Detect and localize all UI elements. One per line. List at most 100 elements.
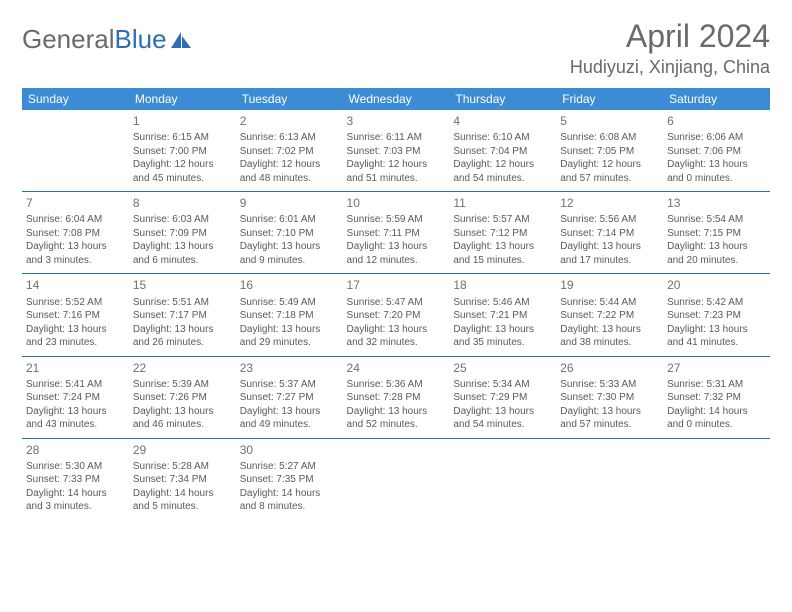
sunset-text: Sunset: 7:21 PM xyxy=(453,309,552,323)
sunset-text: Sunset: 7:26 PM xyxy=(133,391,232,405)
sunset-text: Sunset: 7:03 PM xyxy=(347,145,446,159)
sunrise-text: Sunrise: 5:37 AM xyxy=(240,378,339,392)
empty-cell xyxy=(22,110,129,192)
day-header: Sunday xyxy=(22,88,129,110)
day-cell: 15Sunrise: 5:51 AMSunset: 7:17 PMDayligh… xyxy=(129,274,236,356)
day-number: 1 xyxy=(133,113,232,129)
daylight-text: Daylight: 12 hours and 48 minutes. xyxy=(240,158,339,185)
day-header-row: SundayMondayTuesdayWednesdayThursdayFrid… xyxy=(22,88,770,110)
daylight-text: Daylight: 13 hours and 49 minutes. xyxy=(240,405,339,432)
calendar-row: 28Sunrise: 5:30 AMSunset: 7:33 PMDayligh… xyxy=(22,438,770,520)
daylight-text: Daylight: 13 hours and 32 minutes. xyxy=(347,323,446,350)
day-number: 28 xyxy=(26,442,125,458)
day-cell: 24Sunrise: 5:36 AMSunset: 7:28 PMDayligh… xyxy=(343,356,450,438)
day-cell: 4Sunrise: 6:10 AMSunset: 7:04 PMDaylight… xyxy=(449,110,556,192)
empty-cell xyxy=(343,438,450,520)
day-number: 25 xyxy=(453,360,552,376)
day-cell: 25 Sunrise: 5:34 AMSunset: 7:29 PMDayligh… xyxy=(449,356,556,438)
sunset-text: Sunset: 7:02 PM xyxy=(240,145,339,159)
daylight-text: Daylight: 13 hours and 3 minutes. xyxy=(26,240,125,267)
daylight-text: Daylight: 13 hours and 46 minutes. xyxy=(133,405,232,432)
sunrise-text: Sunrise: 6:11 AM xyxy=(347,131,446,145)
sunrise-text: Sunrise: 5:51 AM xyxy=(133,296,232,310)
logo-text-blue: Blue xyxy=(115,24,167,55)
day-cell: 23Sunrise: 5:37 AMSunset: 7:27 PMDayligh… xyxy=(236,356,343,438)
daylight-text: Daylight: 13 hours and 35 minutes. xyxy=(453,323,552,350)
sunrise-text: Sunrise: 5:46 AM xyxy=(453,296,552,310)
sunset-text: Sunset: 7:29 PM xyxy=(453,391,552,405)
sunset-text: Sunset: 7:24 PM xyxy=(26,391,125,405)
day-number: 5 xyxy=(560,113,659,129)
day-cell: 22Sunrise: 5:39 AMSunset: 7:26 PMDayligh… xyxy=(129,356,236,438)
sunset-text: Sunset: 7:09 PM xyxy=(133,227,232,241)
sunrise-text: Sunrise: 5:36 AM xyxy=(347,378,446,392)
daylight-text: Daylight: 13 hours and 23 minutes. xyxy=(26,323,125,350)
day-number: 20 xyxy=(667,277,766,293)
day-cell: 9Sunrise: 6:01 AMSunset: 7:10 PMDaylight… xyxy=(236,192,343,274)
daylight-text: Daylight: 14 hours and 8 minutes. xyxy=(240,487,339,514)
daylight-text: Daylight: 13 hours and 57 minutes. xyxy=(560,405,659,432)
day-cell: 3Sunrise: 6:11 AMSunset: 7:03 PMDaylight… xyxy=(343,110,450,192)
day-header: Monday xyxy=(129,88,236,110)
sunrise-text: Sunrise: 5:56 AM xyxy=(560,213,659,227)
day-cell: 13Sunrise: 5:54 AMSunset: 7:15 PMDayligh… xyxy=(663,192,770,274)
sunset-text: Sunset: 7:00 PM xyxy=(133,145,232,159)
day-cell: 21Sunrise: 5:41 AMSunset: 7:24 PMDayligh… xyxy=(22,356,129,438)
sunrise-text: Sunrise: 5:30 AM xyxy=(26,460,125,474)
day-number: 17 xyxy=(347,277,446,293)
day-cell: 8Sunrise: 6:03 AMSunset: 7:09 PMDaylight… xyxy=(129,192,236,274)
sunset-text: Sunset: 7:27 PM xyxy=(240,391,339,405)
day-cell: 27 Sunrise: 5:31 AMSunset: 7:32 PMDayligh… xyxy=(663,356,770,438)
daylight-text: Daylight: 14 hours and 0 minutes. xyxy=(667,405,766,432)
sunrise-text: Sunrise: 5:42 AM xyxy=(667,296,766,310)
sunrise-text: Sunrise: 5:34 AM xyxy=(453,378,552,392)
empty-cell xyxy=(449,438,556,520)
day-number: 13 xyxy=(667,195,766,211)
sunrise-text: Sunrise: 5:41 AM xyxy=(26,378,125,392)
day-cell: 29Sunrise: 5:28 AMSunset: 7:34 PMDayligh… xyxy=(129,438,236,520)
calendar-table: SundayMondayTuesdayWednesdayThursdayFrid… xyxy=(22,88,770,520)
sunset-text: Sunset: 7:33 PM xyxy=(26,473,125,487)
day-number: 9 xyxy=(240,195,339,211)
logo-text-gray: General xyxy=(22,24,115,55)
calendar-row: 21Sunrise: 5:41 AMSunset: 7:24 PMDayligh… xyxy=(22,356,770,438)
header: GeneralBlue April 2024 Hudiyuzi, Xinjian… xyxy=(22,18,770,78)
empty-cell xyxy=(556,438,663,520)
day-header: Saturday xyxy=(663,88,770,110)
daylight-text: Daylight: 13 hours and 0 minutes. xyxy=(667,158,766,185)
day-number: 27 xyxy=(667,360,766,376)
daylight-text: Daylight: 13 hours and 26 minutes. xyxy=(133,323,232,350)
title-block: April 2024 Hudiyuzi, Xinjiang, China xyxy=(570,18,770,78)
sunset-text: Sunset: 7:10 PM xyxy=(240,227,339,241)
day-number: 26 xyxy=(560,360,659,376)
sunrise-text: Sunrise: 6:13 AM xyxy=(240,131,339,145)
sunrise-text: Sunrise: 5:28 AM xyxy=(133,460,232,474)
sunrise-text: Sunrise: 6:08 AM xyxy=(560,131,659,145)
day-cell: 19Sunrise: 5:44 AMSunset: 7:22 PMDayligh… xyxy=(556,274,663,356)
daylight-text: Daylight: 13 hours and 52 minutes. xyxy=(347,405,446,432)
day-number: 15 xyxy=(133,277,232,293)
calendar-row: 14Sunrise: 5:52 AMSunset: 7:16 PMDayligh… xyxy=(22,274,770,356)
day-cell: 7Sunrise: 6:04 AMSunset: 7:08 PMDaylight… xyxy=(22,192,129,274)
sunset-text: Sunset: 7:34 PM xyxy=(133,473,232,487)
sunrise-text: Sunrise: 5:31 AM xyxy=(667,378,766,392)
calendar-row: 7Sunrise: 6:04 AMSunset: 7:08 PMDaylight… xyxy=(22,192,770,274)
calendar-row: 1Sunrise: 6:15 AMSunset: 7:00 PMDaylight… xyxy=(22,110,770,192)
sunset-text: Sunset: 7:32 PM xyxy=(667,391,766,405)
sunrise-text: Sunrise: 5:27 AM xyxy=(240,460,339,474)
sunset-text: Sunset: 7:16 PM xyxy=(26,309,125,323)
day-cell: 26Sunrise: 5:33 AMSunset: 7:30 PMDayligh… xyxy=(556,356,663,438)
sunrise-text: Sunrise: 5:44 AM xyxy=(560,296,659,310)
day-cell: 30Sunrise: 5:27 AMSunset: 7:35 PMDayligh… xyxy=(236,438,343,520)
daylight-text: Daylight: 14 hours and 3 minutes. xyxy=(26,487,125,514)
daylight-text: Daylight: 12 hours and 45 minutes. xyxy=(133,158,232,185)
sunset-text: Sunset: 7:18 PM xyxy=(240,309,339,323)
day-number: 10 xyxy=(347,195,446,211)
sunrise-text: Sunrise: 5:59 AM xyxy=(347,213,446,227)
daylight-text: Daylight: 13 hours and 6 minutes. xyxy=(133,240,232,267)
day-header: Friday xyxy=(556,88,663,110)
sunset-text: Sunset: 7:04 PM xyxy=(453,145,552,159)
day-cell: 16Sunrise: 5:49 AMSunset: 7:18 PMDayligh… xyxy=(236,274,343,356)
sunrise-text: Sunrise: 6:03 AM xyxy=(133,213,232,227)
daylight-text: Daylight: 13 hours and 54 minutes. xyxy=(453,405,552,432)
